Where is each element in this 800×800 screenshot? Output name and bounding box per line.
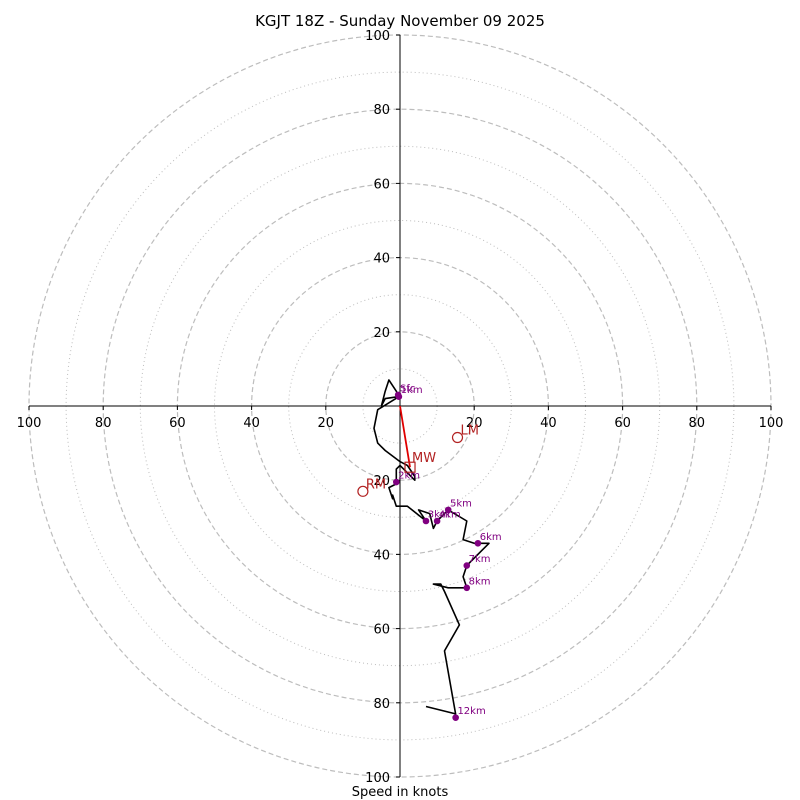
x-tick-label: 100 (759, 416, 784, 431)
x-axis-label: Speed in knots (352, 785, 449, 800)
storm-motion-label: LM (461, 424, 479, 439)
chart-title: KGJT 18Z - Sunday November 09 2025 (255, 12, 545, 30)
height-marker-label: 6km (480, 532, 502, 543)
x-tick-label: 20 (318, 416, 335, 431)
height-marker-label: 2km (398, 471, 420, 482)
y-tick-label: 60 (373, 623, 390, 638)
storm-motion-marker (357, 485, 369, 497)
height-marker-label: 4km (439, 510, 461, 521)
x-tick-label: 40 (540, 416, 557, 431)
storm-motion-markers: LM RM MW (357, 424, 479, 497)
x-tick-label: 60 (169, 416, 186, 431)
height-marker-label: Sfc (400, 383, 415, 394)
x-tick-label: 100 (17, 416, 42, 431)
y-tick-label: 80 (373, 103, 390, 118)
height-marker-dot (452, 714, 459, 721)
mean-wind-label: MW (412, 451, 436, 466)
height-marker-dot (463, 584, 471, 592)
x-tick-label: 60 (614, 416, 631, 431)
hodograph-trace-layer (373, 379, 490, 715)
shear-vector-layer (399, 405, 411, 468)
x-tick-label: 20 (466, 416, 483, 431)
height-marker-label: 1km (401, 385, 423, 396)
height-marker-label: 12km (457, 706, 485, 717)
height-marker-dot (422, 517, 430, 525)
height-marker-dot (433, 517, 441, 525)
y-tick-label: 60 (373, 177, 390, 192)
y-tick-label: 40 (373, 252, 390, 267)
height-marker-dot (474, 539, 482, 547)
y-tick-label: 20 (373, 474, 390, 489)
height-marker-dot (395, 393, 403, 401)
height-marker-dot (463, 562, 471, 569)
x-tick-label: 80 (95, 416, 112, 431)
axis-tick-labels: 100 80 60 40 20 20 40 60 80 100 100 80 60 40 20 20 40 60 8… (17, 29, 784, 786)
height-marker-label: 7km (469, 554, 491, 565)
x-tick-label: 80 (689, 416, 706, 431)
y-tick-label: 100 (365, 29, 390, 44)
height-marker-label: 5km (450, 498, 472, 509)
y-tick-label: 80 (373, 697, 390, 712)
y-tick-label: 100 (365, 771, 390, 786)
x-tick-label: 40 (243, 416, 260, 431)
height-marker-label: 3km (428, 510, 450, 521)
y-tick-label: 40 (373, 548, 390, 563)
height-marker-dot (392, 478, 400, 486)
height-marker-label: 8km (469, 576, 491, 587)
y-tick-label: 20 (373, 326, 390, 341)
height-marker-dot (444, 506, 452, 514)
storm-motion-marker (451, 431, 464, 444)
hodograph-trace (373, 379, 490, 715)
storm-motion-label: RM (366, 477, 386, 492)
shear-vector (399, 405, 411, 468)
mean-wind-marker (404, 461, 416, 473)
